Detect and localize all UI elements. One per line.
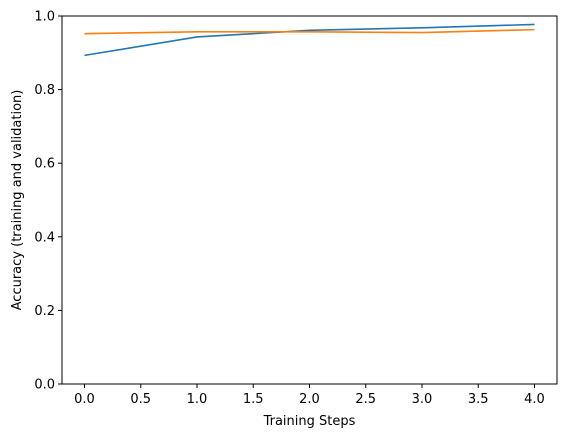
series-1-line — [84, 23, 535, 57]
y-tick-label: 0.0 — [34, 378, 55, 393]
x-tick-label: 0.5 — [130, 392, 151, 407]
y-axis-label: Accuracy (training and validation) — [10, 90, 25, 311]
y-tick-label: 1.0 — [34, 10, 55, 25]
x-tick-label: 1.0 — [187, 392, 208, 407]
x-tick-label: 1.5 — [243, 392, 264, 407]
y-tick-label: 0.4 — [34, 230, 55, 245]
x-tick-label: 2.5 — [355, 392, 376, 407]
x-tick-label: 2.0 — [299, 392, 320, 407]
x-tick-label: 4.0 — [524, 392, 545, 407]
plot-frame — [61, 15, 558, 385]
x-tick-label: 0.0 — [74, 392, 95, 407]
series-2-line — [84, 28, 535, 35]
series-layer — [84, 23, 535, 57]
x-tick-label: 3.5 — [468, 392, 489, 407]
x-tick-label: 3.0 — [412, 392, 433, 407]
y-axis-ticks: 0.0 0.2 0.4 0.6 0.8 1.0 — [34, 10, 62, 393]
y-tick-label: 0.8 — [34, 83, 55, 98]
x-axis-label: Training Steps — [263, 414, 356, 429]
y-tick-label: 0.2 — [34, 304, 55, 319]
x-axis-ticks: 0.0 0.5 1.0 1.5 2.0 2.5 3.0 3.5 4.0 — [74, 384, 545, 407]
y-tick-label: 0.6 — [34, 157, 55, 172]
